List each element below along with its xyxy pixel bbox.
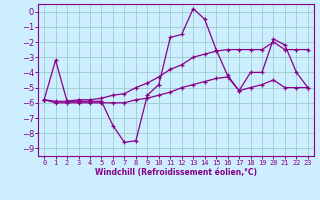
X-axis label: Windchill (Refroidissement éolien,°C): Windchill (Refroidissement éolien,°C)	[95, 168, 257, 177]
